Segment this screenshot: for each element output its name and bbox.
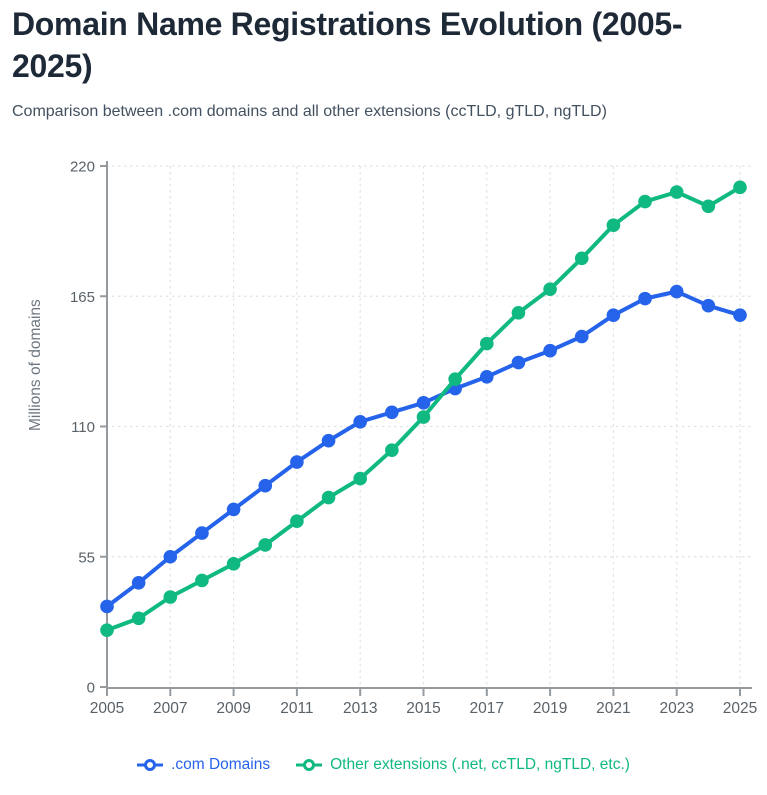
data-point (290, 455, 304, 469)
x-tick-label: 2019 (533, 700, 567, 717)
data-point (606, 308, 621, 322)
x-tick-label: 2023 (659, 700, 693, 717)
legend-item-label: .com Domains (171, 756, 271, 773)
data-point (321, 433, 336, 448)
legend-item-label: Other extensions (.net, ccTLD, ngTLD, et… (330, 756, 630, 773)
x-tick-label: 2011 (280, 700, 313, 717)
x-tick-label: 2005 (90, 700, 124, 717)
data-point (733, 180, 747, 195)
x-tick-label: 2025 (723, 700, 757, 717)
data-point (195, 526, 209, 540)
data-point (353, 471, 368, 486)
chart-area: 0 55 110 165 220 2005 2007 2009 2011 2013 2015 2017… (0, 140, 767, 760)
chart-subtitle: Comparison between .com domains and all … (12, 103, 607, 121)
data-point (100, 599, 114, 614)
data-point (511, 355, 526, 370)
data-point (638, 194, 652, 209)
data-point (638, 291, 652, 306)
x-tick-label: 2009 (216, 700, 250, 717)
data-point (226, 557, 241, 571)
data-point (163, 590, 178, 604)
data-point (669, 284, 684, 299)
x-tick-label: 2021 (596, 700, 630, 717)
data-point (701, 199, 716, 214)
data-point (448, 372, 462, 386)
legend-item-other[interactable]: Other extensions (.net, ccTLD, ngTLD, et… (296, 756, 630, 774)
data-point (131, 576, 146, 590)
data-point (416, 396, 431, 410)
y-tick-label: 0 (87, 680, 95, 697)
y-tick-label: 220 (70, 159, 95, 176)
data-point (131, 611, 146, 626)
data-point (290, 514, 304, 529)
chart-legend: .com Domains Other extensions (.net, ccT… (0, 756, 767, 774)
x-tick-label: 2013 (343, 700, 377, 717)
data-point (258, 538, 273, 552)
data-point (480, 336, 494, 351)
x-tick-label: 2015 (406, 700, 440, 717)
y-tick-label: 165 (70, 289, 95, 306)
data-point (574, 329, 589, 344)
data-point (416, 410, 431, 424)
data-point (669, 185, 684, 199)
legend-item-com[interactable]: .com Domains (137, 756, 270, 774)
y-axis-label: Millions of domains (27, 299, 44, 431)
data-point (321, 490, 336, 505)
data-point (226, 502, 241, 517)
chart-title: Domain Name Registrations Evolution (200… (12, 6, 683, 84)
data-point (195, 573, 209, 588)
chart-canvas[interactable]: 0 55 110 165 220 2005 2007 2009 2011 2013 2015 2017… (0, 140, 767, 760)
data-point (100, 623, 114, 637)
data-point (385, 405, 399, 420)
x-tick-label: 2017 (470, 700, 504, 717)
y-tick-label: 55 (78, 549, 95, 566)
data-point (385, 443, 399, 457)
line-point-marker-icon (137, 759, 164, 771)
data-point (511, 306, 526, 320)
data-point (543, 282, 557, 296)
data-point (606, 218, 621, 233)
line-point-marker-icon (296, 759, 323, 771)
data-point (574, 251, 589, 266)
data-point (163, 549, 178, 564)
data-point (543, 343, 557, 358)
y-tick-label: 110 (71, 419, 95, 436)
data-point (733, 308, 747, 322)
data-point (258, 478, 273, 493)
x-tick-label: 2007 (153, 700, 187, 717)
data-point (701, 298, 716, 313)
data-point (353, 414, 368, 429)
data-point (480, 369, 494, 384)
